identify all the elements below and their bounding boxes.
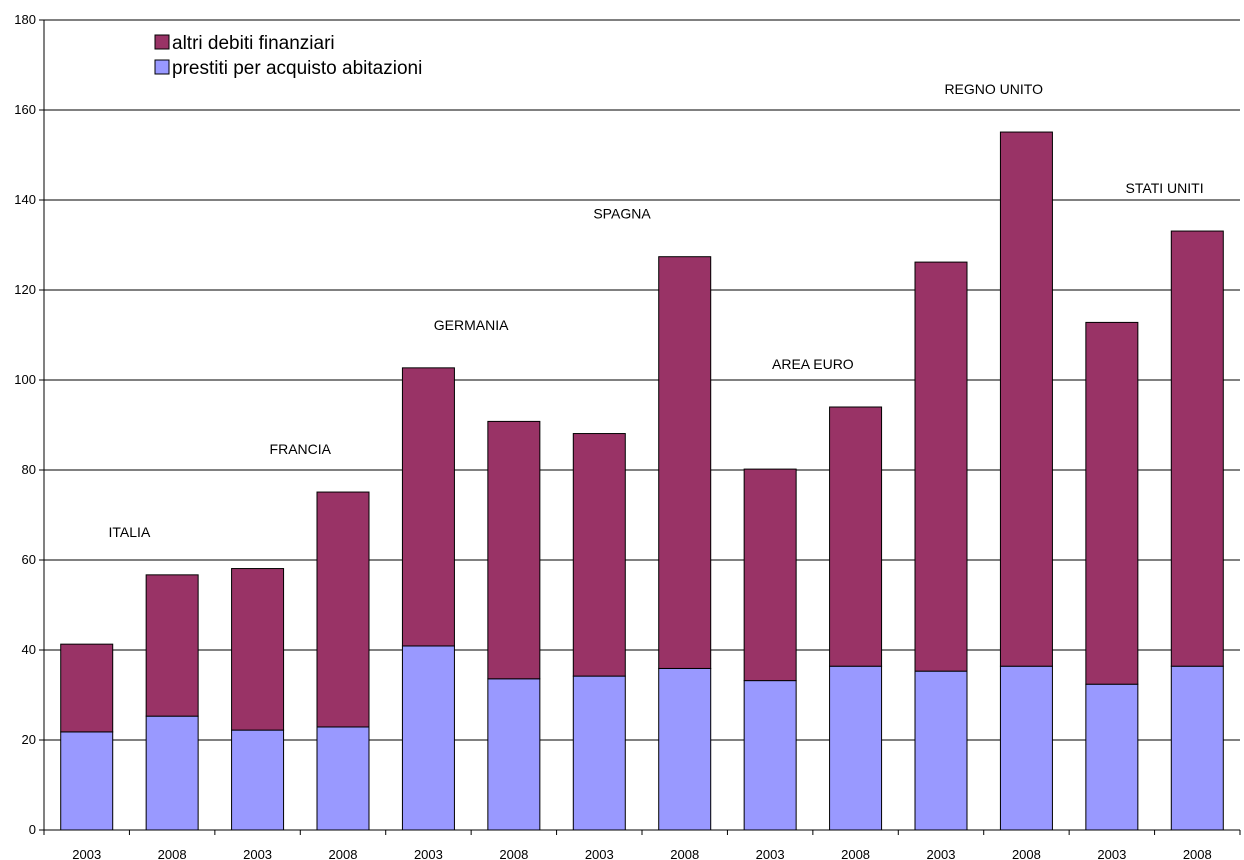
x-tick-label: 2003 [585,847,614,860]
x-tick-label: 2003 [243,847,272,860]
bar-segment-altri-debiti [145,574,199,717]
bar-segment-prestiti [914,670,968,831]
bar-segment-altri-debiti [487,420,541,680]
bar-segment-prestiti [401,645,455,831]
x-tick-label: 2003 [72,847,101,860]
y-tick-label: 0 [29,822,36,837]
y-tick-label: 180 [14,12,36,27]
bar-segment-prestiti [829,665,883,831]
legend-label: altri debiti finanziari [172,33,335,54]
y-tick-label: 40 [22,642,36,657]
group-label: FRANCIA [270,441,332,457]
x-tick-label: 2008 [1183,847,1212,860]
legend-swatch [154,59,170,75]
bar-segment-prestiti [743,680,797,831]
x-tick-label: 2008 [499,847,528,860]
bar-segment-altri-debiti [401,367,455,647]
y-tick-label: 120 [14,282,36,297]
y-tick-label: 80 [22,462,36,477]
legend-swatch [154,34,170,50]
x-tick-label: 2008 [1012,847,1041,860]
legend-label: prestiti per acquisto abitazioni [172,58,422,79]
bar-segment-altri-debiti [231,568,285,731]
bar-segment-altri-debiti [60,643,114,733]
bar-segment-prestiti [145,715,199,831]
y-tick-label: 160 [14,102,36,117]
bar-segment-altri-debiti [316,491,370,728]
bar-segment-prestiti [999,665,1053,831]
bar-segment-prestiti [1085,683,1139,831]
y-tick-label: 140 [14,192,36,207]
bar-segment-prestiti [487,678,541,831]
bar-segment-altri-debiti [829,406,883,667]
legend: altri debiti finanziari prestiti per acqu… [154,33,422,79]
bars [60,131,1224,831]
axes [39,19,1241,835]
bar-segment-prestiti [572,675,626,831]
x-tick-label: 2003 [927,847,956,860]
bar-segment-prestiti [231,729,285,831]
group-label: STATI UNITI [1126,180,1204,196]
x-tick-label: 2008 [329,847,358,860]
y-tick-label: 60 [22,552,36,567]
x-tick-label: 2003 [1097,847,1126,860]
bar-segment-altri-debiti [572,433,626,677]
x-tick-label: 2003 [756,847,785,860]
y-tick-label: 20 [22,732,36,747]
group-label: AREA EURO [772,356,854,372]
bar-segment-altri-debiti [999,131,1053,667]
x-tick-label: 2003 [414,847,443,860]
bar-segment-prestiti [658,667,712,831]
tick-labels: 0 20 40 60 80 100 120 140 160 180 2003 2008 2003 2008… [14,12,1211,860]
x-tick-label: 2008 [158,847,187,860]
bar-segment-altri-debiti [743,468,797,682]
bar-segment-altri-debiti [658,256,712,669]
x-tick-label: 2008 [670,847,699,860]
x-tick-label: 2008 [841,847,870,860]
group-label: GERMANIA [434,317,509,333]
group-labels: ITALIA FRANCIA GERMANIA SPAGNA AREA EURO REGN… [109,81,1204,540]
bar-segment-altri-debiti [914,261,968,672]
bar-segment-prestiti [316,726,370,831]
bar-segment-altri-debiti [1170,230,1224,667]
group-label: ITALIA [109,524,151,540]
bar-segment-prestiti [60,731,114,831]
gridlines [44,19,1240,741]
y-tick-label: 100 [14,372,36,387]
bar-segment-prestiti [1170,665,1224,831]
bar-segment-altri-debiti [1085,321,1139,685]
group-label: SPAGNA [593,206,651,222]
group-label: REGNO UNITO [944,81,1043,97]
